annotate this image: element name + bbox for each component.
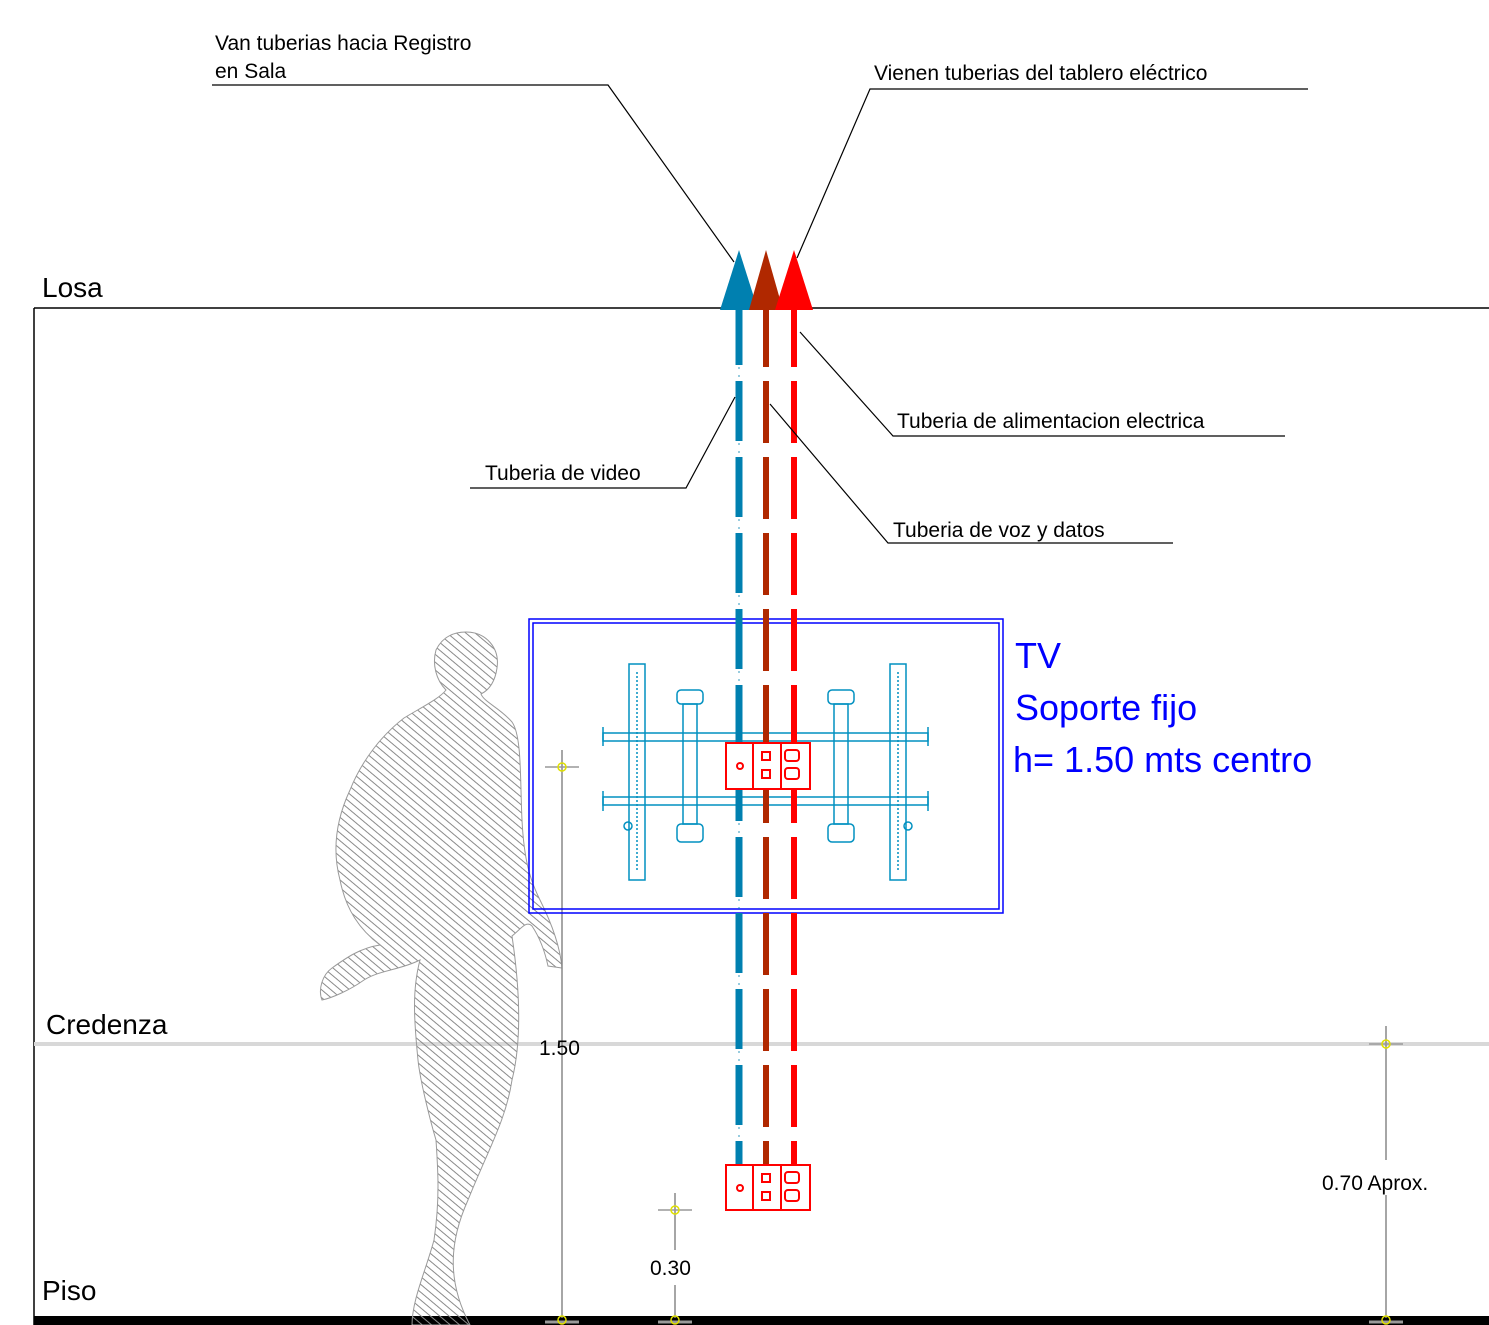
label-vienen-tuberias: Vienen tuberias del tablero eléctrico [874, 62, 1208, 85]
dimension-outlet-height: 0.30 [650, 1193, 692, 1325]
outlet-box-tv [725, 742, 811, 790]
label-tuberia-video: Tuberia de video [485, 462, 641, 485]
label-van-tuberias-line1: Van tuberias hacia Registro [215, 32, 471, 55]
leader-voz-datos [769, 403, 1173, 544]
leader-alimentacion [799, 331, 1285, 437]
dimension-label-tv-height: 1.50 [539, 1037, 580, 1060]
piso-line [34, 1316, 1489, 1325]
arrow-voz-datos-icon [749, 250, 783, 310]
dimension-credenza-height: 0.70 Aprox. [1322, 1026, 1428, 1325]
label-van-tuberias-line2: en Sala [215, 60, 287, 83]
person-silhouette [319, 631, 563, 1325]
dimension-tv-height: 1.50 [539, 750, 580, 1325]
leader-video [470, 396, 736, 489]
arrow-alimentacion-icon [775, 250, 813, 310]
label-tuberia-voz-datos: Tuberia de voz y datos [893, 519, 1105, 542]
dimension-label-credenza-height: 0.70 Aprox. [1322, 1172, 1428, 1195]
label-piso: Piso [42, 1275, 96, 1306]
arrow-video-icon [720, 250, 758, 310]
label-credenza: Credenza [46, 1009, 168, 1040]
label-tv: TV [1015, 635, 1061, 676]
label-soporte-fijo: Soporte fijo [1015, 687, 1197, 728]
label-tuberia-alimentacion: Tuberia de alimentacion electrica [897, 410, 1205, 433]
label-tv-height: h= 1.50 mts centro [1013, 739, 1312, 780]
dimension-label-outlet-height: 0.30 [650, 1257, 691, 1280]
label-losa: Losa [42, 272, 103, 303]
leader-van-tuberias [212, 84, 735, 263]
leader-vienen-tuberias [796, 88, 1308, 259]
outlet-box-low [725, 1164, 811, 1211]
